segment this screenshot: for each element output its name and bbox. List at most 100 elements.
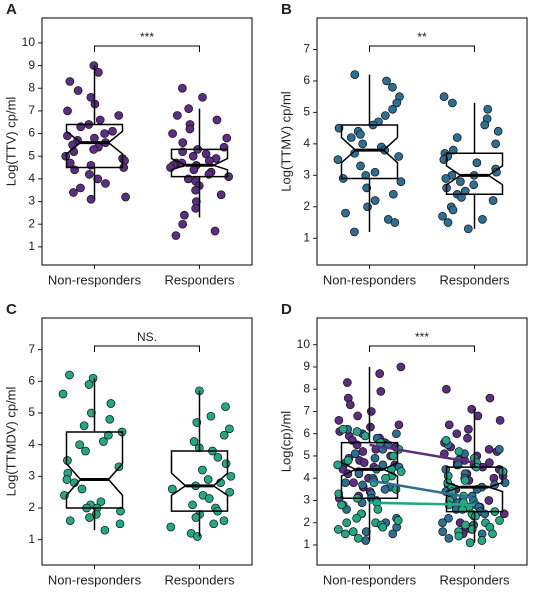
point <box>334 525 343 534</box>
x-tick-label: Non-responders <box>48 572 142 587</box>
point <box>461 520 470 530</box>
point <box>116 506 125 516</box>
point <box>73 86 83 95</box>
point <box>477 536 487 545</box>
box <box>65 431 124 509</box>
point <box>378 522 388 532</box>
mean-line <box>369 501 475 507</box>
point <box>358 447 368 456</box>
significance-label: NS. <box>137 330 157 344</box>
y-tick-label: 10 <box>22 35 36 49</box>
point <box>334 416 344 425</box>
point <box>469 180 479 190</box>
y-tick-label: 2 <box>28 216 35 230</box>
point <box>393 516 403 525</box>
point <box>349 478 358 488</box>
point <box>94 68 103 77</box>
y-tick-label: 1 <box>303 230 310 244</box>
panel-label: A <box>6 1 17 18</box>
point <box>491 139 501 149</box>
y-tick-label: 5 <box>303 448 310 462</box>
point <box>441 436 451 445</box>
significance-label: ** <box>417 30 427 44</box>
point <box>353 533 363 543</box>
point <box>61 151 71 161</box>
point <box>191 185 200 195</box>
point <box>375 369 385 378</box>
point <box>93 174 103 184</box>
point <box>483 104 493 114</box>
point <box>337 500 346 510</box>
point <box>471 511 480 521</box>
y-axis-label: Log(TTMV) cp/ml <box>278 91 293 192</box>
point <box>166 522 176 532</box>
y-tick-label: 4 <box>303 470 310 484</box>
point <box>198 465 207 475</box>
point <box>380 484 390 494</box>
point <box>95 115 105 125</box>
point <box>188 151 198 161</box>
point <box>84 380 94 389</box>
point <box>352 513 361 523</box>
y-tick-label: 8 <box>303 381 310 395</box>
point <box>226 471 236 481</box>
point <box>121 192 130 202</box>
point <box>467 404 477 414</box>
x-tick-label: Responders <box>164 272 235 287</box>
y-tick-label: 3 <box>303 167 310 181</box>
point <box>348 527 358 536</box>
point <box>456 177 465 186</box>
point <box>444 513 453 523</box>
point <box>221 402 230 412</box>
point <box>90 133 99 143</box>
y-tick-label: 5 <box>28 148 35 162</box>
point <box>198 92 207 102</box>
plot-frame <box>41 317 253 566</box>
point <box>216 190 226 200</box>
point <box>380 111 390 120</box>
point <box>65 516 75 526</box>
point <box>204 156 214 166</box>
point <box>106 399 116 408</box>
point <box>448 145 458 155</box>
point <box>361 170 371 180</box>
point <box>100 525 110 535</box>
y-tick-label: 2 <box>303 199 310 213</box>
point <box>96 497 106 507</box>
point <box>180 210 189 220</box>
point <box>358 139 368 149</box>
box <box>340 124 399 180</box>
point <box>488 196 498 205</box>
point <box>115 519 125 529</box>
point <box>185 124 195 134</box>
point <box>478 215 487 224</box>
point <box>484 496 494 505</box>
point <box>168 129 177 138</box>
point <box>85 513 94 522</box>
x-tick-label: Responders <box>439 572 510 587</box>
point <box>359 458 369 467</box>
y-tick-label: 2 <box>28 500 35 514</box>
point <box>388 82 397 92</box>
point <box>221 459 231 469</box>
box <box>170 148 229 178</box>
point <box>388 529 398 539</box>
point <box>438 527 448 536</box>
point <box>376 387 386 396</box>
point <box>79 421 89 431</box>
point <box>350 227 359 237</box>
point <box>361 536 371 545</box>
point <box>189 437 199 446</box>
y-tick-label: 3 <box>303 493 310 507</box>
point <box>361 527 371 536</box>
point <box>81 446 90 456</box>
point <box>345 400 355 410</box>
point <box>89 145 99 154</box>
point <box>209 519 219 529</box>
point <box>58 389 68 399</box>
significance-label: *** <box>415 330 429 344</box>
y-axis-label: Log(TTMDV) cp/ml <box>3 386 18 496</box>
point <box>76 183 85 193</box>
y-tick-label: 4 <box>28 171 35 185</box>
point <box>352 427 362 436</box>
